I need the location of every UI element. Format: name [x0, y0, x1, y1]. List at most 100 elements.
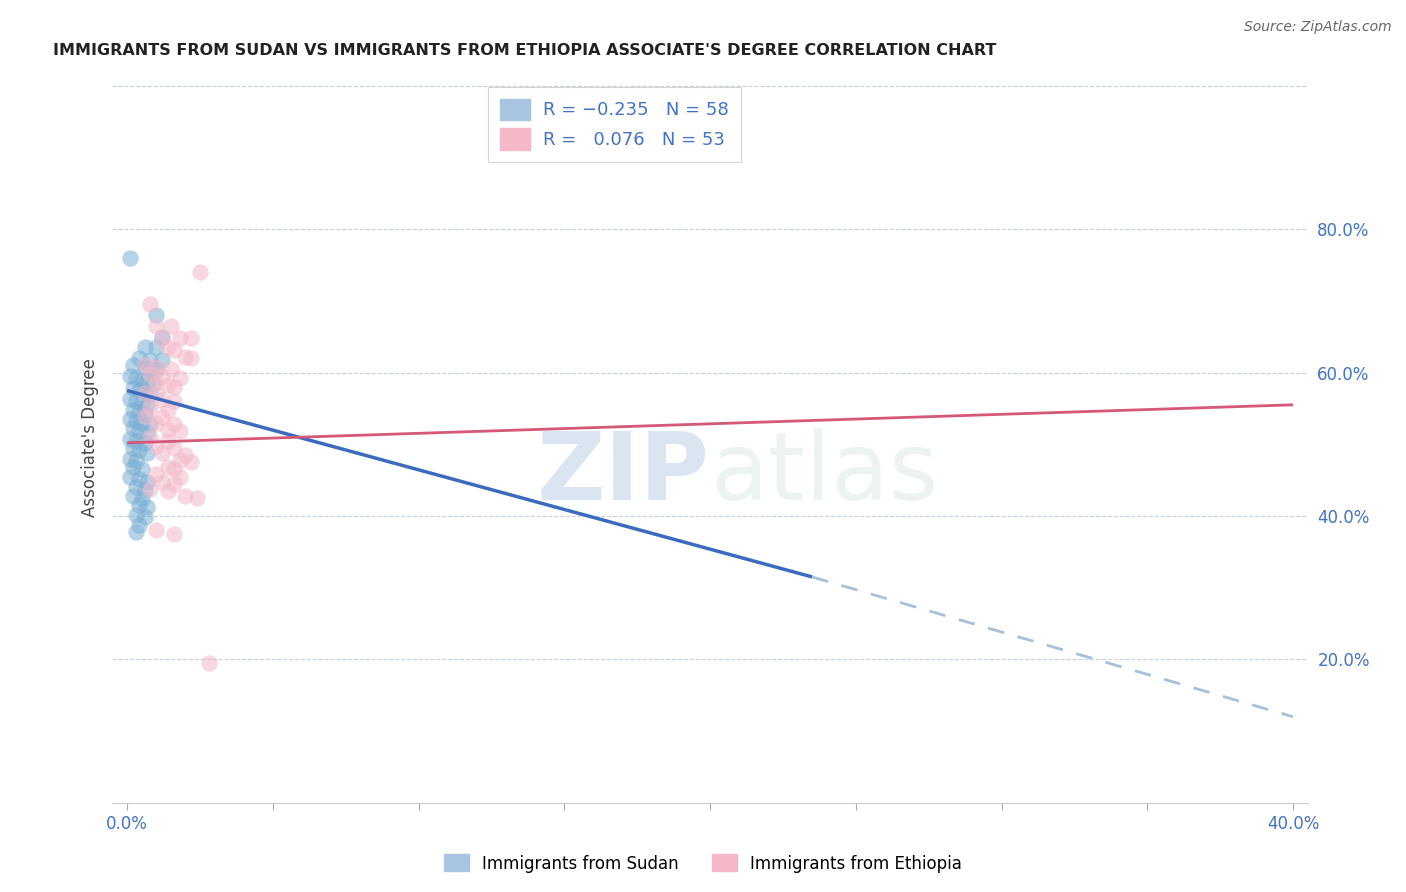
Legend: Immigrants from Sudan, Immigrants from Ethiopia: Immigrants from Sudan, Immigrants from E…	[437, 847, 969, 880]
Point	[145, 416, 167, 430]
Point	[128, 425, 150, 439]
Point	[169, 453, 191, 467]
Point	[125, 414, 148, 428]
Point	[134, 510, 156, 524]
Point	[180, 331, 202, 345]
Point	[134, 385, 156, 400]
Point	[139, 297, 162, 311]
Point	[122, 421, 145, 435]
Point	[118, 469, 141, 483]
Point	[122, 489, 145, 503]
Point	[145, 376, 167, 391]
Point	[118, 369, 141, 384]
Point	[131, 491, 153, 506]
Point	[159, 318, 181, 333]
Point	[134, 384, 156, 399]
Point	[125, 480, 148, 494]
Point	[145, 439, 167, 453]
Point	[156, 341, 179, 355]
Point	[118, 392, 141, 406]
Point	[180, 455, 202, 469]
Point	[145, 341, 167, 355]
Point	[139, 367, 162, 381]
Point	[122, 441, 145, 455]
Point	[150, 392, 173, 407]
Point	[156, 483, 179, 498]
Point	[118, 451, 141, 466]
Point	[136, 446, 159, 460]
Point	[163, 476, 186, 491]
Point	[163, 527, 186, 541]
Point	[131, 395, 153, 409]
Point	[174, 489, 197, 503]
Point	[134, 341, 156, 355]
Point	[125, 454, 148, 468]
Point	[118, 432, 141, 446]
Point	[125, 370, 148, 384]
Point	[128, 351, 150, 366]
Point	[128, 517, 150, 532]
Y-axis label: Associate's Degree: Associate's Degree	[80, 358, 98, 516]
Point	[136, 500, 159, 515]
Point	[145, 363, 167, 377]
Point	[118, 251, 141, 265]
Point	[131, 416, 153, 430]
Point	[163, 380, 186, 394]
Point	[163, 394, 186, 409]
Point	[125, 394, 148, 409]
Point	[128, 472, 150, 486]
Point	[136, 374, 159, 388]
Point	[128, 498, 150, 512]
Point	[139, 400, 162, 414]
Point	[163, 441, 186, 455]
Point	[134, 407, 156, 421]
Point	[131, 373, 153, 387]
Point	[145, 359, 167, 374]
Point	[156, 402, 179, 417]
Point	[131, 462, 153, 476]
Point	[139, 362, 162, 376]
Point	[156, 434, 179, 448]
Point	[150, 352, 173, 367]
Point	[134, 359, 156, 374]
Point	[159, 362, 181, 376]
Point	[122, 402, 145, 417]
Point	[139, 352, 162, 367]
Text: Source: ZipAtlas.com: Source: ZipAtlas.com	[1244, 20, 1392, 34]
Point	[139, 430, 162, 444]
Point	[163, 343, 186, 357]
Point	[156, 460, 179, 475]
Point	[163, 417, 186, 432]
Point	[145, 318, 167, 333]
Point	[145, 524, 167, 538]
Point	[150, 369, 173, 384]
Point	[134, 435, 156, 450]
Point	[169, 469, 191, 483]
Point	[136, 398, 159, 412]
Point	[125, 508, 148, 522]
Point	[134, 409, 156, 423]
Point	[174, 350, 197, 364]
Point	[169, 371, 191, 385]
Point	[136, 426, 159, 441]
Point	[125, 434, 148, 448]
Text: atlas: atlas	[710, 427, 938, 520]
Point	[139, 387, 162, 401]
Point	[150, 475, 173, 489]
Point	[169, 425, 191, 439]
Point	[118, 412, 141, 426]
Point	[145, 308, 167, 322]
Point	[197, 656, 219, 670]
Point	[134, 483, 156, 497]
Point	[128, 442, 150, 457]
Point	[136, 475, 159, 489]
Point	[125, 524, 148, 539]
Point	[174, 448, 197, 462]
Point	[186, 491, 208, 505]
Point	[150, 409, 173, 424]
Point	[156, 378, 179, 392]
Text: ZIP: ZIP	[537, 427, 710, 520]
Point	[139, 482, 162, 496]
Point	[163, 462, 186, 476]
Text: IMMIGRANTS FROM SUDAN VS IMMIGRANTS FROM ETHIOPIA ASSOCIATE'S DEGREE CORRELATION: IMMIGRANTS FROM SUDAN VS IMMIGRANTS FROM…	[53, 43, 995, 58]
